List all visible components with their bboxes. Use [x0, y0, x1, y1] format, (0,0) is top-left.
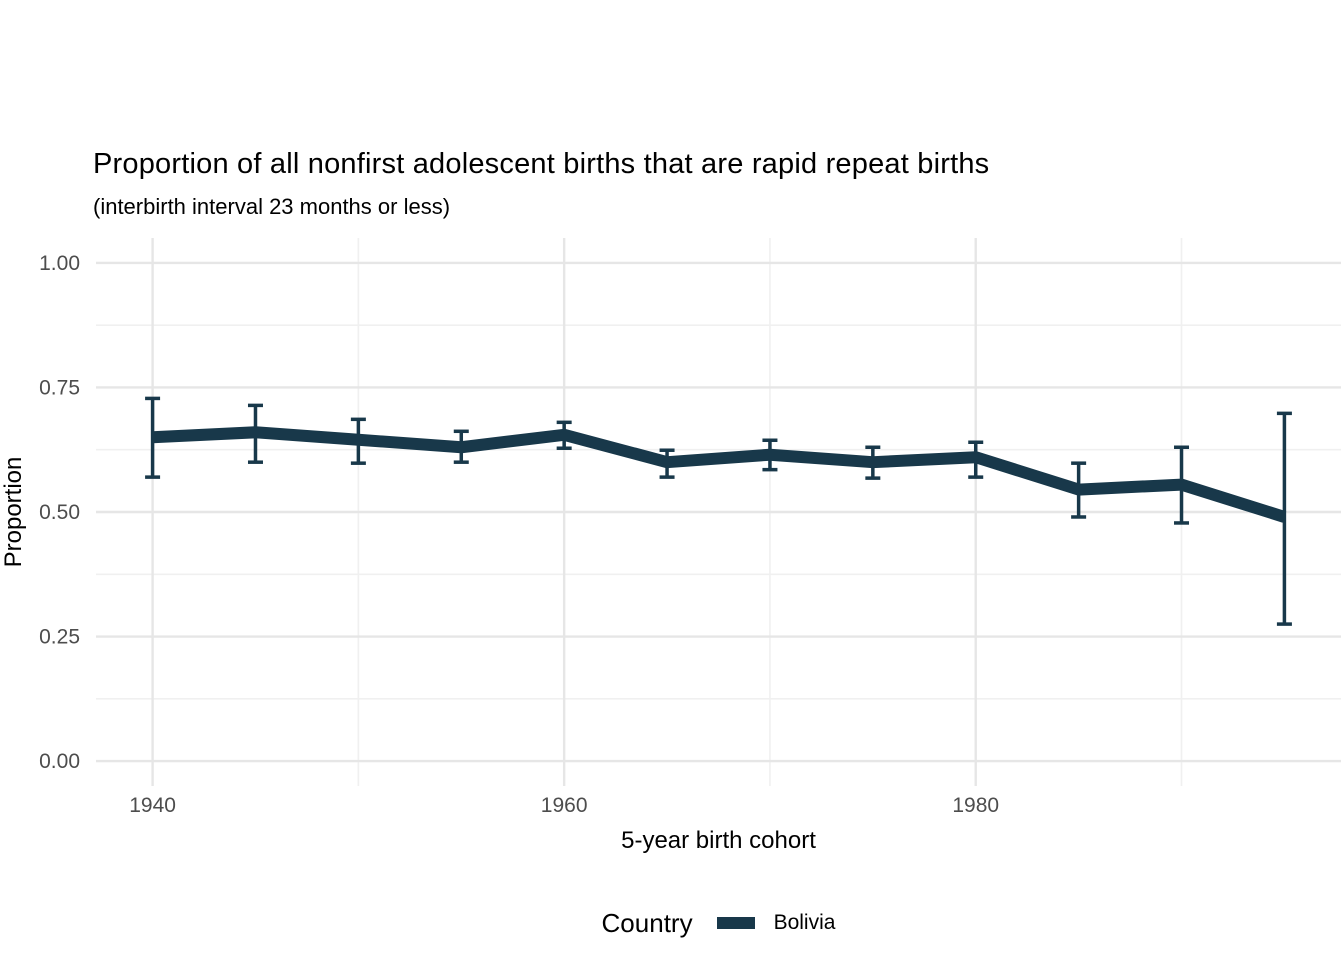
legend-item-label: Bolivia	[773, 911, 836, 934]
y-tick-label: 0.25	[39, 626, 80, 649]
y-tick-label: 0.75	[39, 376, 80, 399]
chart-title: Proportion of all nonfirst adolescent bi…	[93, 148, 990, 180]
x-tick-label: 1980	[952, 794, 999, 817]
x-tick-label: 1960	[541, 794, 588, 817]
legend-key-line-swatch	[716, 917, 755, 929]
y-tick-label: 1.00	[39, 252, 80, 275]
legend: Country Bolivia	[96, 903, 1341, 943]
y-tick-label: 0.00	[39, 750, 80, 773]
x-tick-label: 1940	[129, 794, 176, 817]
chart-subtitle: (interbirth interval 23 months or less)	[93, 194, 451, 219]
y-tick-label: 0.50	[39, 501, 80, 524]
legend-title: Country	[601, 907, 693, 938]
x-axis-title: 5-year birth cohort	[621, 827, 816, 854]
series-line-bolivia	[152, 426, 1287, 523]
y-axis-title: Proportion	[0, 456, 27, 568]
